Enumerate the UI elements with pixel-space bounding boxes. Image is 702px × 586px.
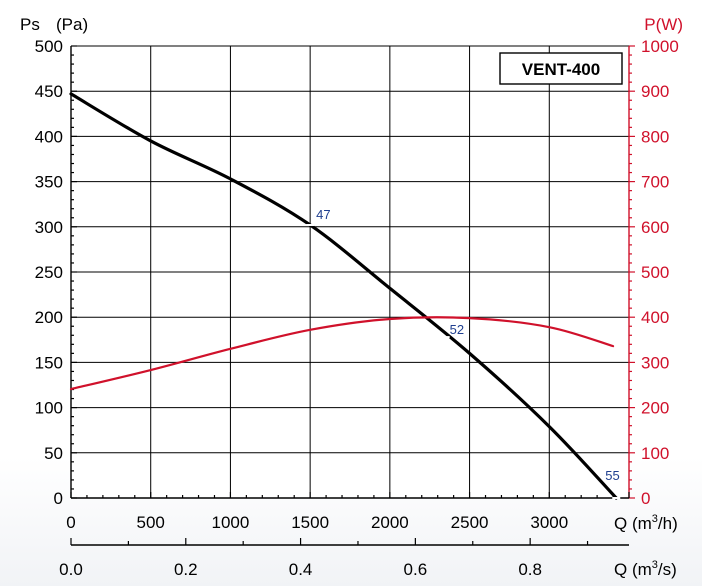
- point-label: 47: [316, 207, 330, 222]
- left-axis-tick-label: 200: [35, 308, 63, 327]
- secondary-x-axis-label-sup: 3: [652, 559, 658, 571]
- left-axis-tick-label: 100: [35, 399, 63, 418]
- left-axis-tick-labels: 0 50 100 150 200 250 300 350 400 450 500: [35, 37, 63, 508]
- right-axis-tick-label: 900: [641, 82, 669, 101]
- primary-x-axis-tick-label: 0: [66, 513, 75, 532]
- right-axis-tick-label: 800: [641, 127, 669, 146]
- series-layer: [69, 92, 618, 500]
- secondary-x-axis-tick-labels: 0.0 0.2 0.4 0.6 0.8: [59, 560, 542, 579]
- primary-x-axis-tick-label: 3000: [530, 513, 568, 532]
- secondary-x-axis-label-main: Q (m: [614, 560, 652, 579]
- primary-x-axis-label-end: /h): [658, 514, 678, 533]
- right-axis-tick-label: 700: [641, 173, 669, 192]
- axes: [70, 45, 635, 546]
- right-axis-tick-label: 400: [641, 308, 669, 327]
- left-axis-tick-label: 0: [54, 489, 63, 508]
- primary-x-axis-label-sup: 3: [652, 513, 658, 525]
- right-axis-tick-label: 0: [641, 489, 650, 508]
- primary-x-axis-tick-label: 1000: [212, 513, 250, 532]
- right-axis-tick-label: 1000: [641, 37, 679, 56]
- left-axis-tick-label: 350: [35, 173, 63, 192]
- primary-x-axis-tick-label: 500: [137, 513, 165, 532]
- left-axis-tick-label: 250: [35, 263, 63, 282]
- secondary-x-axis-label: Q (m3/s): [614, 559, 677, 579]
- left-axis-label: Ps: [20, 15, 40, 34]
- model-title-box: [499, 52, 623, 85]
- primary-x-axis-tick-label: 2500: [451, 513, 489, 532]
- secondary-x-axis-label-end: /s): [658, 560, 677, 579]
- primary-x-axis-tick-label: 1500: [291, 513, 329, 532]
- left-axis-tick-label: 500: [35, 37, 63, 56]
- right-axis-tick-label: 600: [641, 218, 669, 237]
- primary-x-axis-tick-label: 2000: [371, 513, 409, 532]
- model-title: VENT-400: [522, 60, 600, 79]
- secondary-x-axis-tick-label: 0.0: [59, 560, 83, 579]
- horizontal-gridlines: [71, 45, 629, 454]
- left-axis-unit: (Pa): [56, 15, 88, 34]
- right-axis-tick-label: 200: [641, 399, 669, 418]
- right-axis-tick-label: 500: [641, 263, 669, 282]
- primary-x-axis-label: Q (m3/h): [614, 513, 678, 533]
- primary-x-axis-label-main: Q (m: [614, 514, 652, 533]
- point-label: 55: [605, 468, 619, 483]
- left-axis-tick-label: 150: [35, 353, 63, 372]
- right-axis-tick-labels: 0 100 200 300 400 500 600 700 800 900 1000: [641, 37, 679, 508]
- secondary-x-axis-tick-label: 0.4: [289, 560, 313, 579]
- secondary-x-axis-tick-label: 0.6: [404, 560, 428, 579]
- left-axis-tick-label: 450: [35, 82, 63, 101]
- left-axis-tick-label: 300: [35, 218, 63, 237]
- right-axis-label: P(W): [644, 15, 683, 34]
- secondary-x-axis-tick-label: 0.2: [174, 560, 198, 579]
- point-label: 52: [450, 322, 464, 337]
- secondary-x-axis-tick-label: 0.8: [518, 560, 542, 579]
- right-axis-tick-label: 300: [641, 353, 669, 372]
- left-axis-tick-label: 50: [44, 444, 63, 463]
- pressure-curve-line: [69, 92, 618, 500]
- right-axis-tick-label: 100: [641, 444, 669, 463]
- point-labels: 47 52 55: [306, 207, 621, 499]
- left-axis-tick-label: 400: [35, 127, 63, 146]
- power-curve-line: [69, 316, 615, 391]
- primary-x-axis-tick-labels: 0 500 1000 1500 2000 2500 3000: [66, 513, 568, 532]
